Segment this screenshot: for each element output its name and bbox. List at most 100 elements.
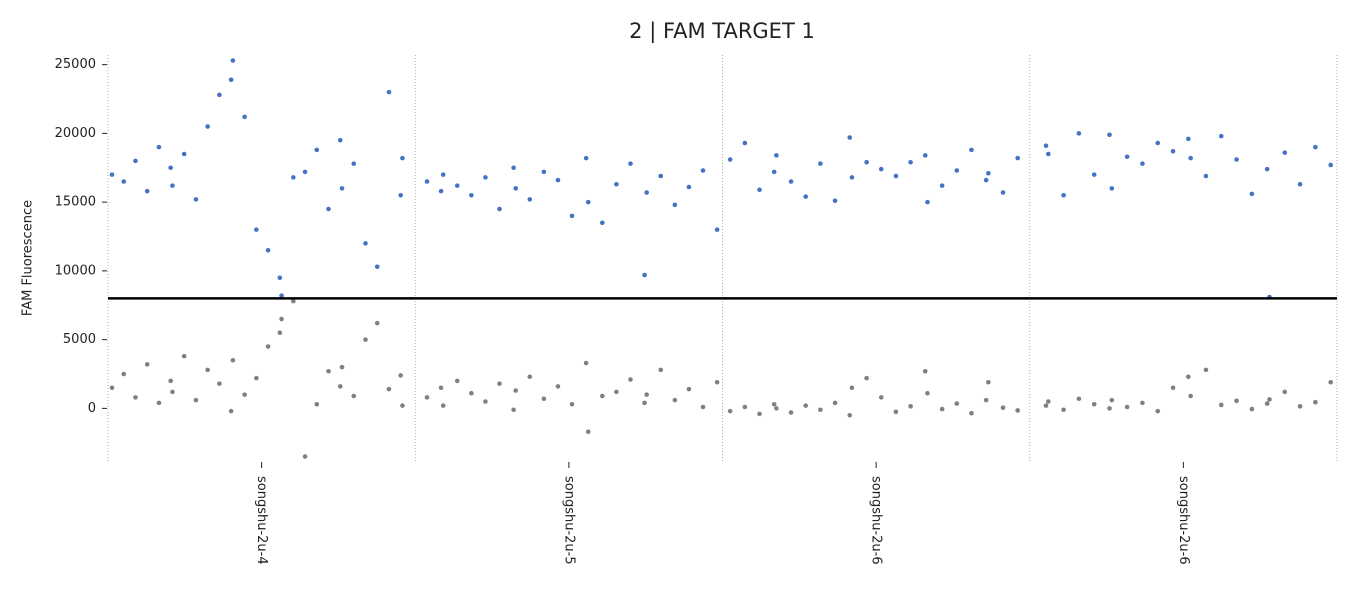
positive-droplet bbox=[374, 264, 380, 270]
positive-droplet bbox=[1170, 148, 1176, 154]
negative-droplet bbox=[1203, 367, 1209, 373]
negative-droplet bbox=[818, 407, 823, 413]
positive-droplet bbox=[424, 179, 430, 184]
negative-droplet bbox=[279, 316, 284, 322]
negative-droplet bbox=[121, 371, 127, 377]
negative-droplet bbox=[1328, 379, 1334, 385]
negative-droplet bbox=[363, 337, 368, 342]
negative-droplet bbox=[265, 344, 271, 349]
negative-droplet bbox=[156, 400, 162, 406]
positive-droplet bbox=[585, 199, 591, 205]
positive-droplet bbox=[454, 183, 460, 188]
negative-droplet bbox=[583, 360, 589, 366]
positive-droplet bbox=[1061, 192, 1066, 198]
positive-droplet bbox=[1186, 136, 1191, 142]
negative-droplet bbox=[847, 412, 853, 418]
positive-droplet bbox=[440, 172, 446, 177]
positive-droplet bbox=[742, 140, 748, 146]
positive-droplet bbox=[1313, 144, 1318, 150]
negative-droplet bbox=[1107, 406, 1112, 411]
positive-droplet bbox=[1015, 155, 1020, 161]
negative-droplet bbox=[314, 401, 320, 407]
y-tick-label: 0 bbox=[88, 401, 96, 416]
positive-droplet bbox=[600, 220, 605, 226]
negative-droplet bbox=[628, 377, 633, 382]
positive-droplet bbox=[969, 147, 974, 153]
positive-droplet bbox=[228, 77, 234, 83]
negative-droplet bbox=[1170, 385, 1176, 391]
negative-droplet bbox=[254, 375, 259, 381]
positive-droplet bbox=[847, 135, 853, 140]
positive-droplet bbox=[144, 188, 150, 194]
negative-droplet bbox=[849, 385, 855, 391]
negative-droplet bbox=[614, 389, 619, 395]
positive-droplet bbox=[351, 161, 357, 166]
negative-droplet bbox=[774, 406, 779, 411]
positive-droplet bbox=[302, 169, 308, 175]
negative-droplet bbox=[527, 374, 533, 380]
negative-droplet bbox=[1186, 374, 1191, 380]
negative-droplet bbox=[757, 411, 762, 417]
negative-droplet bbox=[788, 410, 794, 415]
positive-droplet bbox=[513, 186, 519, 191]
positive-droplet bbox=[1264, 166, 1270, 172]
positive-droplet bbox=[555, 177, 561, 183]
positive-droplet bbox=[686, 184, 692, 190]
chart-title: 2 | FAM TARGET 1 bbox=[629, 19, 815, 44]
positive-droplet bbox=[527, 197, 533, 202]
positive-droplet bbox=[339, 186, 345, 191]
negative-droplet bbox=[1218, 402, 1224, 408]
positive-droplet bbox=[1109, 186, 1115, 191]
x-tick-label: songshu-2u-6 bbox=[1176, 476, 1191, 565]
positive-droplet bbox=[954, 168, 960, 173]
negative-droplet bbox=[600, 393, 605, 399]
positive-droplet bbox=[818, 161, 823, 166]
y-tick-label: 5000 bbox=[63, 332, 96, 347]
positive-droplet bbox=[672, 202, 678, 208]
positive-droplet bbox=[168, 165, 173, 171]
negative-droplet bbox=[337, 384, 343, 389]
negative-droplet bbox=[144, 362, 150, 367]
negative-droplet bbox=[969, 410, 974, 416]
positive-droplet bbox=[386, 89, 392, 95]
negative-droplet bbox=[1043, 403, 1049, 408]
positive-droplet bbox=[279, 293, 284, 298]
negative-droplet bbox=[644, 392, 649, 397]
positive-droplet bbox=[714, 227, 720, 232]
y-tick-label: 15000 bbox=[55, 195, 96, 210]
positive-droplet bbox=[511, 165, 516, 171]
positive-droplet bbox=[217, 92, 222, 98]
negative-droplet bbox=[1249, 406, 1255, 412]
positive-droplet bbox=[986, 170, 991, 176]
negative-droplet bbox=[714, 379, 720, 385]
negative-droplet bbox=[555, 384, 561, 389]
y-tick-label: 25000 bbox=[55, 57, 96, 72]
positive-droplet bbox=[363, 241, 368, 246]
positive-droplet bbox=[156, 144, 162, 150]
positive-droplet bbox=[483, 175, 488, 180]
positive-droplet bbox=[1043, 143, 1049, 149]
negative-droplet bbox=[922, 368, 928, 374]
negative-droplet bbox=[585, 429, 591, 435]
negative-droplet bbox=[939, 406, 945, 412]
positive-droplet bbox=[193, 197, 199, 202]
positive-droplet bbox=[925, 199, 930, 205]
positive-droplet bbox=[541, 169, 547, 175]
negative-droplet bbox=[658, 367, 664, 373]
positive-droplet bbox=[983, 177, 989, 183]
negative-droplet bbox=[400, 403, 405, 408]
negative-droplet bbox=[908, 404, 913, 409]
positive-droplet bbox=[242, 114, 247, 120]
negative-droplet bbox=[228, 408, 234, 414]
positive-droplet bbox=[642, 272, 647, 278]
negative-droplet bbox=[483, 399, 488, 404]
negative-droplet bbox=[1188, 393, 1193, 399]
positive-droplet bbox=[254, 227, 259, 232]
negative-droplet bbox=[374, 320, 380, 326]
positive-droplet bbox=[133, 158, 138, 164]
positive-droplet bbox=[1249, 191, 1255, 197]
negative-droplet bbox=[954, 401, 960, 406]
positive-droplet bbox=[291, 175, 296, 180]
negative-droplet bbox=[1091, 401, 1097, 407]
positive-droplet bbox=[1091, 172, 1097, 177]
